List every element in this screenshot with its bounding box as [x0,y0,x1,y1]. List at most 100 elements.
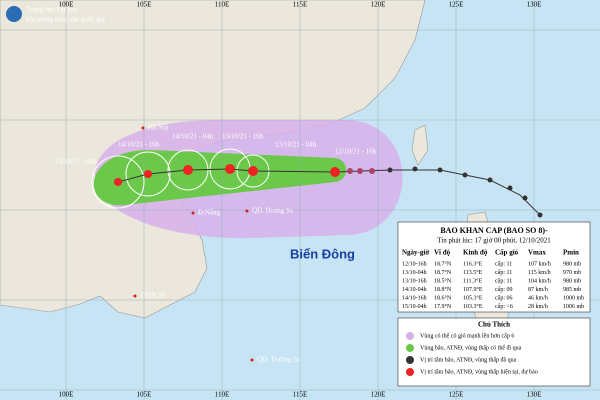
place-label: QĐ. Trường Sa [257,356,301,364]
table-cell: 980 mb [563,278,581,284]
legend-title: Chú Thích [478,321,510,329]
table-cell: 107 km/h [528,261,551,267]
place-label: Đ.Nẵng [198,209,220,217]
place-dot [141,126,145,130]
track-label: 15/10/21 - 04h [55,158,97,166]
lon-label: 125E [449,391,464,399]
bulletin-box [397,221,591,313]
table-cell: 14/10-16h [402,295,427,301]
storm-icon [183,165,193,175]
table-cell: 1006 mb [563,304,584,310]
dot [412,166,418,172]
place-dot [250,358,254,362]
dot [537,212,543,218]
storm-icon [144,170,152,178]
table-cell: cấp: <6 [495,303,513,310]
header-line: Trung tâm Dự báo [26,6,78,14]
bulletin-issued: Tin phát lúc: 17 giờ 00 phút, 12/10/2021 [437,237,551,245]
legend-symbol [406,344,414,352]
table-cell: 87 km/h [528,287,548,293]
legend-item: Vị trí tâm bão, ATNĐ, vùng thấp hiện tại… [420,368,538,375]
table-cell: 970 mb [563,270,581,276]
table-cell: cấp: 09 [495,286,513,293]
taiwan [411,124,429,166]
track-label: 14/10/21 - 16h [118,141,160,149]
storm-cone [93,150,347,206]
table-cell: 105.3°E [463,294,483,301]
dot [507,185,513,191]
lon-label: 130E [527,1,542,9]
storm-icon [248,166,258,176]
table-cell: cấp: 11 [495,277,512,284]
table-cell: 113.5°E [463,269,483,276]
table-cell: cấp: 11 [495,260,512,267]
sea-label: Biển Đông [290,246,355,261]
table-cell: 107.9°E [463,286,483,293]
legend-symbol [406,368,414,376]
table-cell: 116.3°E [463,260,483,267]
circle [91,155,145,209]
table-cell: 46 km/h [528,295,548,301]
legend-item: Vùng bão, ATNĐ, vùng thấp có thể đi qua [420,344,522,351]
dot [437,167,443,173]
dot [369,168,375,174]
storm-icon [330,167,340,177]
table-cell: 115 km/h [528,270,551,276]
track-label: 13/10/21 - 16h [222,133,264,141]
table-cell: 12/10-16h [402,261,427,267]
track-label: 12/10/21 - 16h [335,148,377,156]
table-cell: 18.5°N [434,277,452,284]
legend-item: Vùng có thể có gió mạnh lên hơn cấp 6 [420,332,514,339]
place-dot [133,294,137,298]
place-dot [245,209,249,213]
circle [125,151,171,197]
forecast-positions [114,164,340,186]
table-cell: cấp: 06 [495,294,513,301]
dot [487,177,493,183]
logo [6,6,22,22]
column-header: Kinh độ [463,249,488,257]
column-header: Ngày-giờ [402,249,429,257]
table-cell: 18.7°N [434,269,452,276]
lon-label: 115E [293,1,308,9]
lon-label: 115E [293,391,308,399]
place-label: TP.HCM [140,292,166,300]
track-label: 13/10/21 - 04h [275,141,317,149]
table-cell: 985 mb [563,287,581,293]
lon-label: 100E [59,391,74,399]
table-cell: 103.3°E [463,303,483,310]
table-cell: 18.7°N [434,260,452,267]
table-cell: 1000 mb [563,295,584,301]
place-label: Hà Nội [148,124,168,132]
table-cell: 28 km/h [528,304,548,310]
lon-label: 105E [137,391,152,399]
dot [347,168,353,174]
table-cell: cấp: 11 [495,269,512,276]
table-cell: 13/10-16h [402,278,427,284]
lon-label: 125E [449,1,464,9]
lon-label: 130E [527,391,542,399]
table-cell: 15/10-04h [402,304,427,310]
track-label: 14/10/21 - 04h [172,133,214,141]
dot [357,168,363,174]
header-line: khí tượng thủy văn quốc gia [26,16,106,24]
bulletin-title: BAO KHAN CAP (BAO SO 8)- [440,226,548,235]
past-positions [347,166,543,218]
lon-label: 105E [137,1,152,9]
table-cell: 18.6°N [434,294,452,301]
table-cell: 18.8°N [434,286,452,293]
legend-symbol [406,332,414,340]
column-header: Pmin [563,249,579,257]
lon-label: 120E [371,391,386,399]
table-cell: 980 mb [563,261,581,267]
lon-label: 110E [215,1,230,9]
column-header: Cấp gió [495,249,519,257]
table-cell: 13/10-04h [402,270,427,276]
storm-icon [225,164,235,174]
dot [387,167,393,173]
column-header: Vĩ độ [434,249,451,257]
column-header: Vmax [528,249,546,257]
lon-label: 100E [59,1,74,9]
dot [522,195,528,201]
